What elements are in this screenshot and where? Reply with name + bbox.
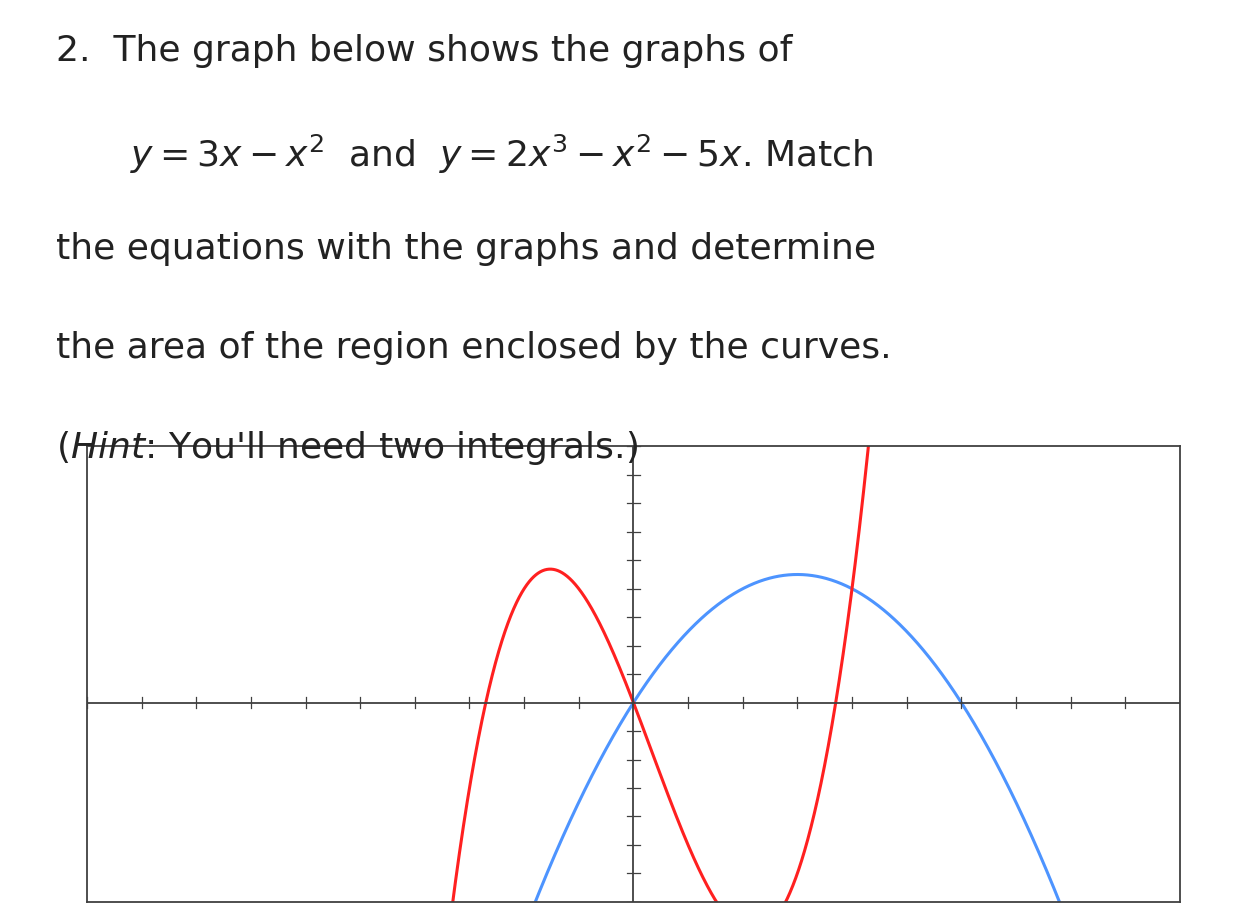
Text: the equations with the graphs and determine: the equations with the graphs and determ…: [56, 231, 876, 266]
Text: ($\it{Hint}$: You'll need two integrals.): ($\it{Hint}$: You'll need two integrals.…: [56, 429, 638, 467]
Text: the area of the region enclosed by the curves.: the area of the region enclosed by the c…: [56, 331, 892, 364]
Text: 2.  The graph below shows the graphs of: 2. The graph below shows the graphs of: [56, 35, 792, 68]
Text: $y = 3x - x^2$  and  $y = 2x^3 - x^2 - 5x$. Match: $y = 3x - x^2$ and $y = 2x^3 - x^2 - 5x$…: [130, 133, 874, 176]
